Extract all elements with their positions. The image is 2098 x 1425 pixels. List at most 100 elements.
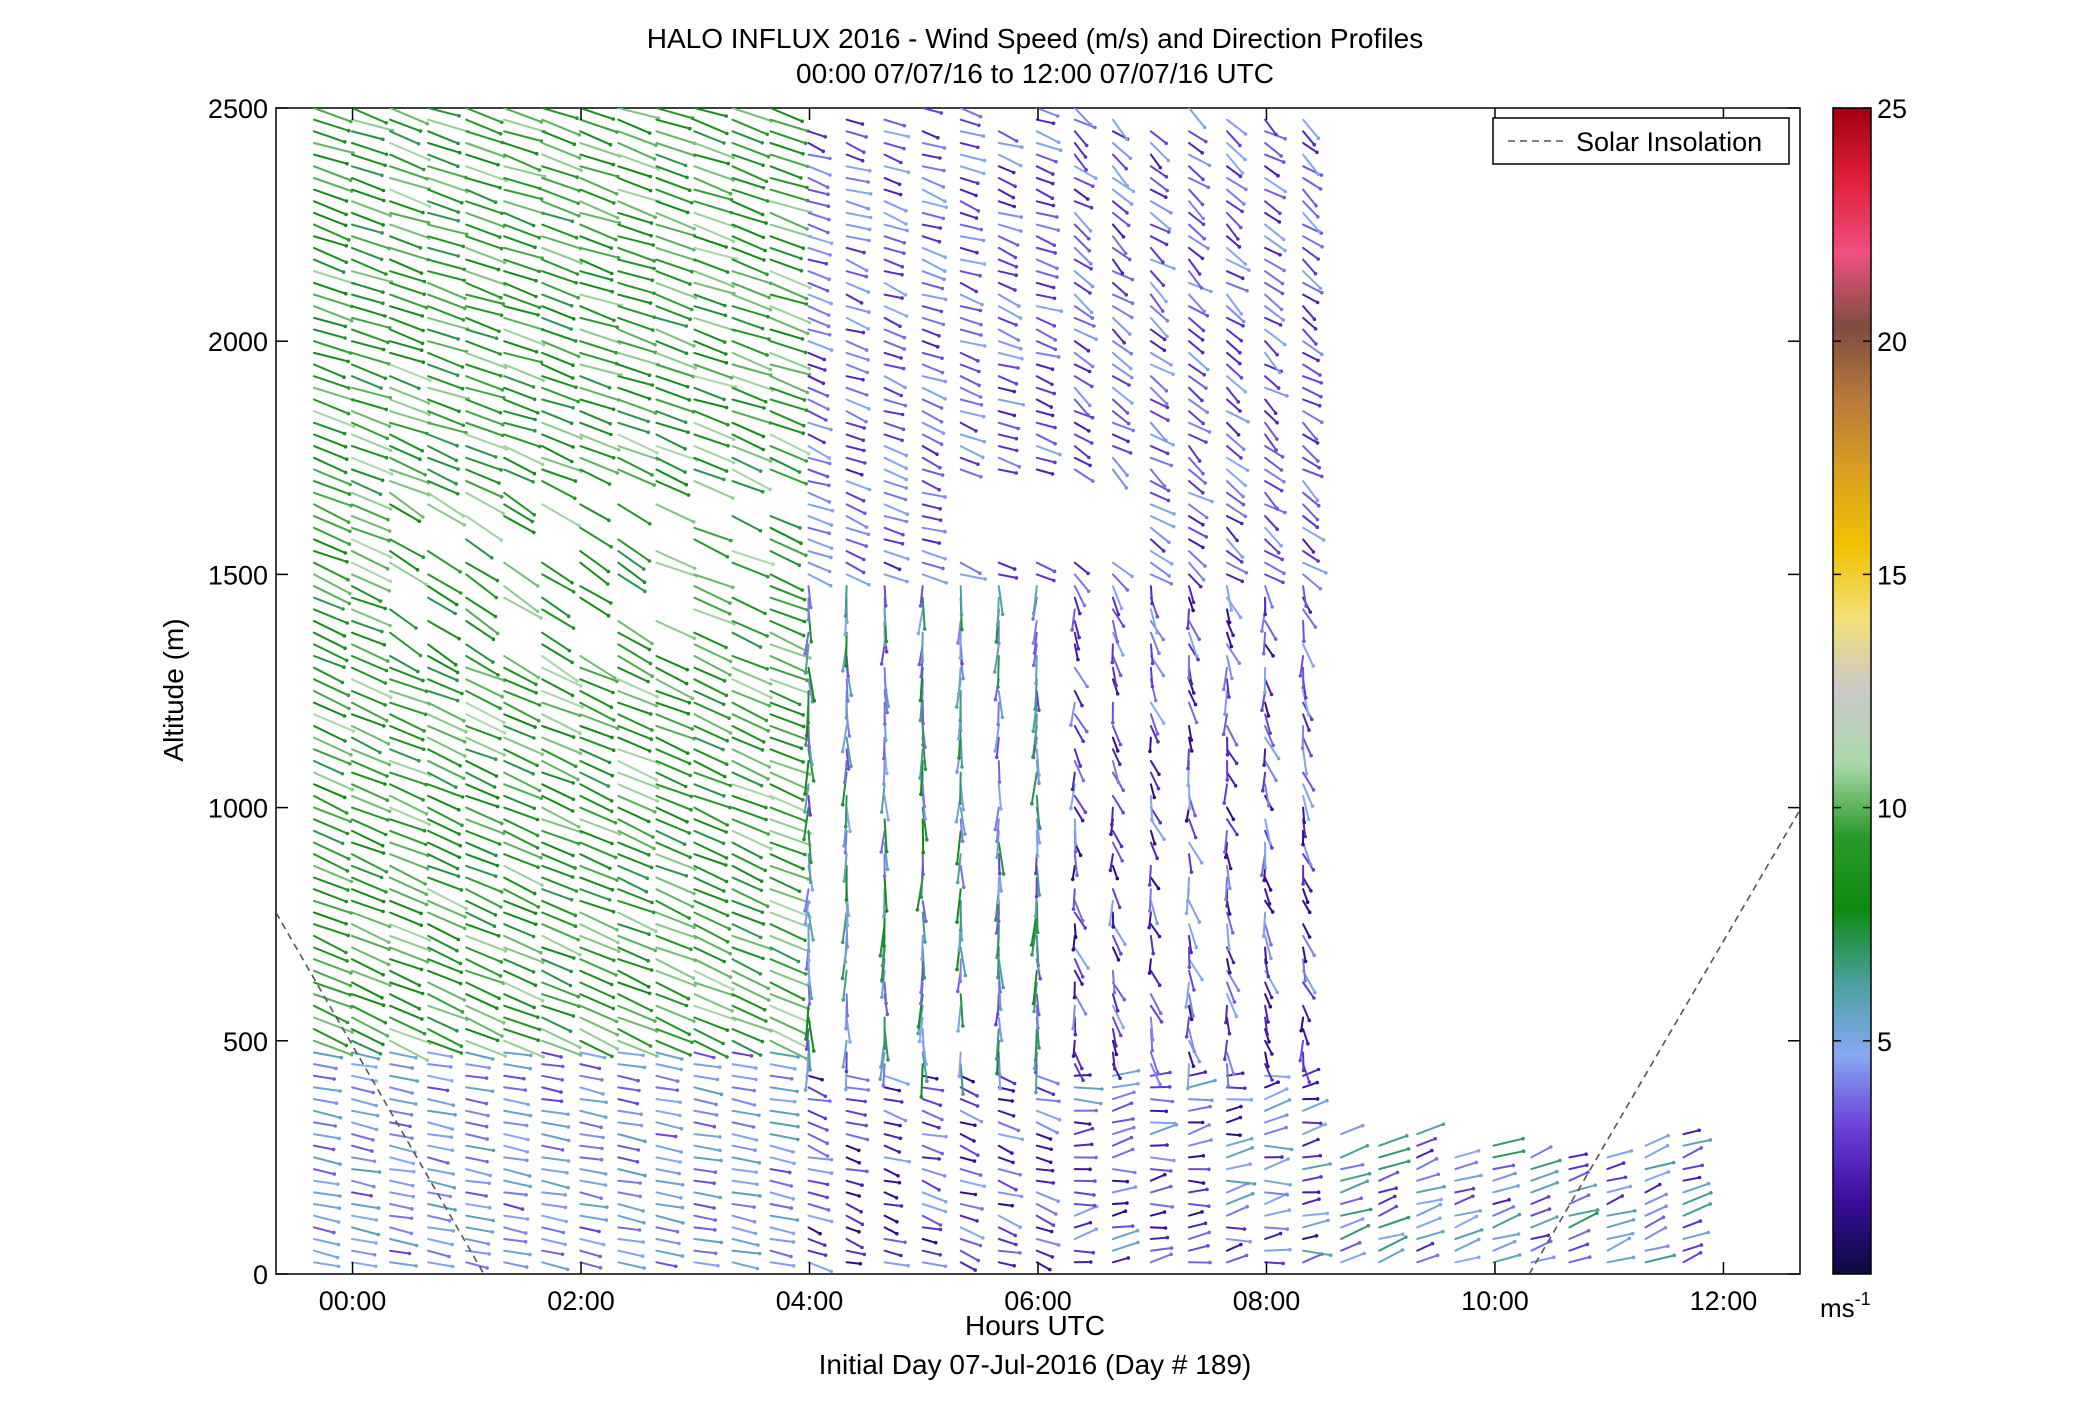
wind-arrow bbox=[883, 281, 907, 296]
wind-arrow-head bbox=[382, 643, 387, 647]
wind-arrow bbox=[465, 678, 504, 698]
wind-arrow bbox=[1226, 130, 1241, 147]
wind-arrow bbox=[997, 188, 1015, 199]
wind-arrow bbox=[956, 853, 962, 884]
wind-arrow bbox=[883, 876, 888, 912]
wind-arrow-head bbox=[959, 937, 964, 942]
wind-arrow-head bbox=[1224, 897, 1228, 902]
wind-arrow bbox=[1226, 515, 1243, 525]
wind-arrow bbox=[579, 1004, 618, 1023]
wind-arrow-head bbox=[1208, 1260, 1212, 1265]
wind-arrow bbox=[959, 1133, 975, 1142]
wind-arrow-head bbox=[1316, 257, 1320, 261]
wind-arrow bbox=[313, 258, 345, 274]
wind-arrow-head bbox=[1010, 1099, 1014, 1103]
wind-arrow bbox=[1226, 725, 1238, 746]
wind-arrow-head bbox=[601, 1242, 606, 1247]
wind-arrow-head bbox=[1150, 601, 1154, 606]
wind-arrow bbox=[921, 433, 943, 446]
wind-arrow bbox=[731, 596, 766, 615]
wind-arrow-head bbox=[686, 430, 690, 435]
wind-arrow bbox=[389, 748, 420, 762]
wind-arrow bbox=[1073, 969, 1084, 985]
wind-arrow bbox=[427, 1156, 449, 1164]
wind-arrow bbox=[503, 969, 537, 987]
wind-arrow-head bbox=[1240, 560, 1244, 564]
wind-arrow bbox=[1149, 771, 1160, 790]
wind-arrow-head bbox=[346, 411, 351, 416]
wind-arrow bbox=[427, 911, 466, 930]
wind-arrow bbox=[541, 958, 573, 973]
wind-arrow bbox=[769, 165, 802, 179]
wind-arrow-head bbox=[1269, 942, 1273, 947]
wind-arrow bbox=[997, 258, 1018, 268]
wind-arrow-head bbox=[1112, 990, 1117, 995]
wind-arrow-head bbox=[939, 111, 944, 115]
wind-arrow-head bbox=[1010, 1203, 1014, 1208]
wind-arrow bbox=[313, 363, 345, 379]
wind-arrow bbox=[617, 153, 660, 170]
wind-arrow-head bbox=[611, 995, 616, 1000]
wind-arrow-head bbox=[607, 898, 612, 902]
wind-arrow bbox=[1111, 1179, 1129, 1183]
wind-arrow bbox=[845, 1098, 867, 1103]
wind-arrow bbox=[579, 386, 620, 401]
wind-arrow-head bbox=[845, 723, 850, 728]
wind-arrow bbox=[389, 911, 423, 927]
wind-arrow-head bbox=[1280, 1155, 1284, 1159]
wind-arrow-head bbox=[1280, 291, 1285, 296]
wind-arrow bbox=[655, 130, 696, 145]
wind-arrow bbox=[1149, 1236, 1169, 1240]
wind-arrow bbox=[1188, 491, 1213, 503]
wind-arrow-head bbox=[797, 563, 802, 567]
wind-arrow-head bbox=[347, 386, 351, 390]
wind-arrow bbox=[1149, 375, 1168, 392]
wind-arrow-head bbox=[347, 706, 351, 711]
wind-arrow bbox=[959, 818, 964, 843]
wind-arrow-head bbox=[803, 671, 808, 675]
wind-arrow bbox=[1035, 1261, 1051, 1271]
wind-arrow bbox=[769, 538, 807, 557]
wind-arrow bbox=[693, 841, 728, 859]
wind-arrow-head bbox=[381, 1003, 386, 1007]
wind-arrow-head bbox=[635, 1160, 640, 1164]
wind-arrow-head bbox=[1130, 315, 1134, 320]
wind-arrow-head bbox=[1130, 574, 1134, 579]
wind-arrow-head bbox=[1278, 211, 1282, 216]
wind-arrow-head bbox=[1092, 324, 1096, 328]
wind-arrow-head bbox=[415, 1079, 420, 1083]
wind-arrow-head bbox=[1070, 787, 1075, 792]
wind-arrow bbox=[1149, 1098, 1174, 1103]
wind-arrow bbox=[731, 678, 772, 699]
wind-arrow-head bbox=[535, 833, 540, 838]
wind-arrow bbox=[1149, 328, 1166, 341]
wind-arrow bbox=[1073, 177, 1094, 188]
wind-arrow-head bbox=[818, 1231, 822, 1236]
wind-arrow-head bbox=[1012, 389, 1017, 394]
wind-arrow-head bbox=[942, 199, 947, 203]
wind-arrow-head bbox=[1192, 691, 1196, 695]
wind-arrow-head bbox=[827, 569, 832, 574]
wind-arrow bbox=[313, 1051, 343, 1059]
wind-arrow-head bbox=[1085, 729, 1089, 734]
wind-arrow-head bbox=[807, 981, 812, 986]
wind-arrow-head bbox=[1120, 271, 1125, 276]
wind-arrow-head bbox=[537, 703, 542, 707]
wind-arrow-head bbox=[611, 748, 616, 752]
wind-arrow bbox=[655, 911, 695, 929]
wind-arrow bbox=[389, 316, 424, 332]
wind-arrow-head bbox=[345, 161, 349, 166]
wind-arrow bbox=[617, 1098, 639, 1105]
wind-arrow-head bbox=[809, 860, 813, 865]
wind-arrow bbox=[1111, 258, 1124, 275]
wind-arrow bbox=[579, 993, 615, 1010]
wind-arrow-head bbox=[560, 1078, 564, 1082]
wind-arrow bbox=[693, 1028, 725, 1045]
wind-arrow bbox=[313, 760, 344, 775]
wind-arrow-head bbox=[1136, 1240, 1140, 1245]
wind-arrow-head bbox=[1279, 307, 1284, 312]
wind-arrow bbox=[579, 503, 610, 522]
wind-arrow-head bbox=[1307, 728, 1311, 732]
wind-arrow bbox=[1149, 736, 1152, 753]
wind-arrow-head bbox=[760, 489, 765, 494]
